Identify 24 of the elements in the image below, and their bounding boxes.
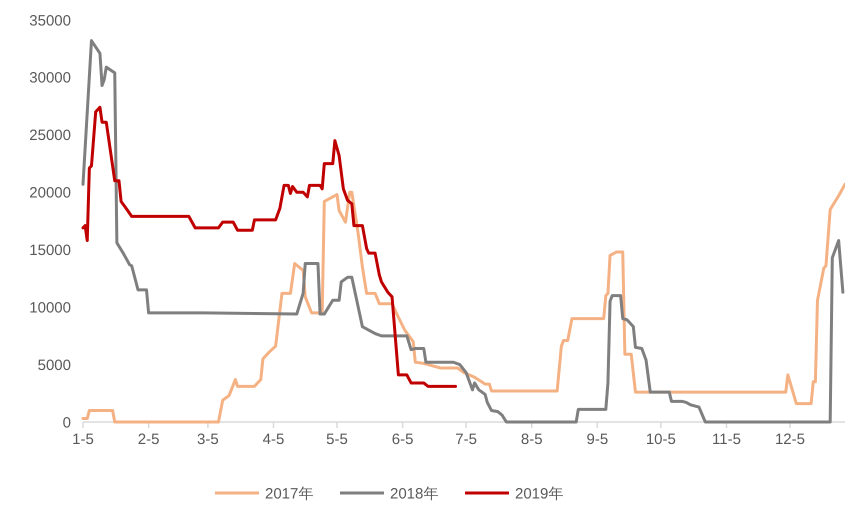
x-tick-label: 5-5 <box>326 431 348 448</box>
legend-label: 2017年 <box>265 485 314 502</box>
x-tick-label: 3-5 <box>197 431 219 448</box>
y-tick-label: 0 <box>62 414 71 432</box>
y-tick-label: 25000 <box>29 127 71 144</box>
x-tick-label: 4-5 <box>262 431 284 448</box>
x-tick-label: 6-5 <box>392 431 414 448</box>
x-tick-label: 12-5 <box>774 431 805 448</box>
legend-label: 2019年 <box>515 485 564 502</box>
legend-label: 2018年 <box>390 485 438 502</box>
line-series <box>82 106 458 388</box>
y-tick-label: 35000 <box>29 12 71 30</box>
x-tick-label: 7-5 <box>455 431 477 448</box>
y-tick-label: 15000 <box>29 242 71 259</box>
y-tick-label: 10000 <box>29 299 71 316</box>
y-tick-label: 20000 <box>29 184 71 202</box>
x-tick-label: 8-5 <box>520 431 543 448</box>
x-tick-label: 11-5 <box>712 431 741 448</box>
x-tick-label: 1-5 <box>72 431 94 448</box>
x-tick-label: 10-5 <box>646 431 676 448</box>
x-tick-label: 9-5 <box>586 431 608 448</box>
y-tick-label: 5000 <box>38 356 71 374</box>
x-tick-label: 2-5 <box>138 431 160 448</box>
y-tick-label: 30000 <box>29 70 71 87</box>
